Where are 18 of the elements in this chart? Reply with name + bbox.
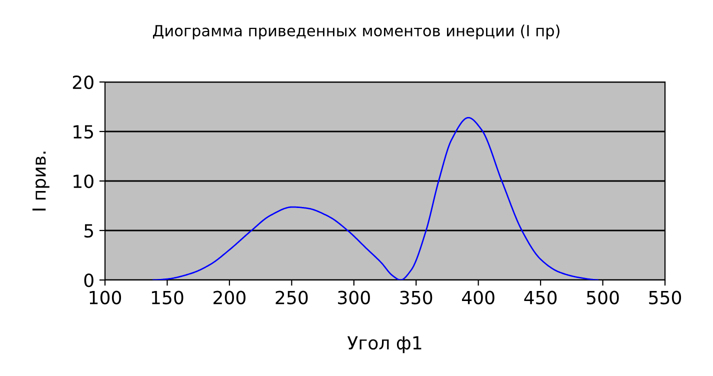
- x-tick-label: 200: [214, 290, 246, 304]
- y-tick-label: 20: [72, 75, 94, 90]
- x-tick-label: 300: [338, 290, 370, 304]
- x-axis-title: Угол ф1: [347, 336, 422, 354]
- x-tick-label: 400: [462, 290, 494, 304]
- y-tick-label: 0: [84, 273, 94, 288]
- y-tick-label: 10: [74, 174, 94, 188]
- x-tick-label: 100: [90, 290, 122, 304]
- y-axis-title: I прив.: [32, 152, 50, 210]
- x-tick-label: 450: [524, 290, 557, 304]
- y-tick-label: 5: [84, 224, 94, 238]
- x-tick-label: 150: [152, 290, 184, 304]
- chart-title: Диограмма приведенных моментов инерции (I пр): [153, 24, 560, 40]
- x-tick-label: 250: [276, 290, 308, 304]
- x-tick-label: 500: [586, 290, 619, 304]
- x-tick-label: 550: [649, 290, 682, 304]
- x-tick-label: 350: [400, 290, 432, 304]
- y-tick-label: 15: [74, 125, 94, 139]
